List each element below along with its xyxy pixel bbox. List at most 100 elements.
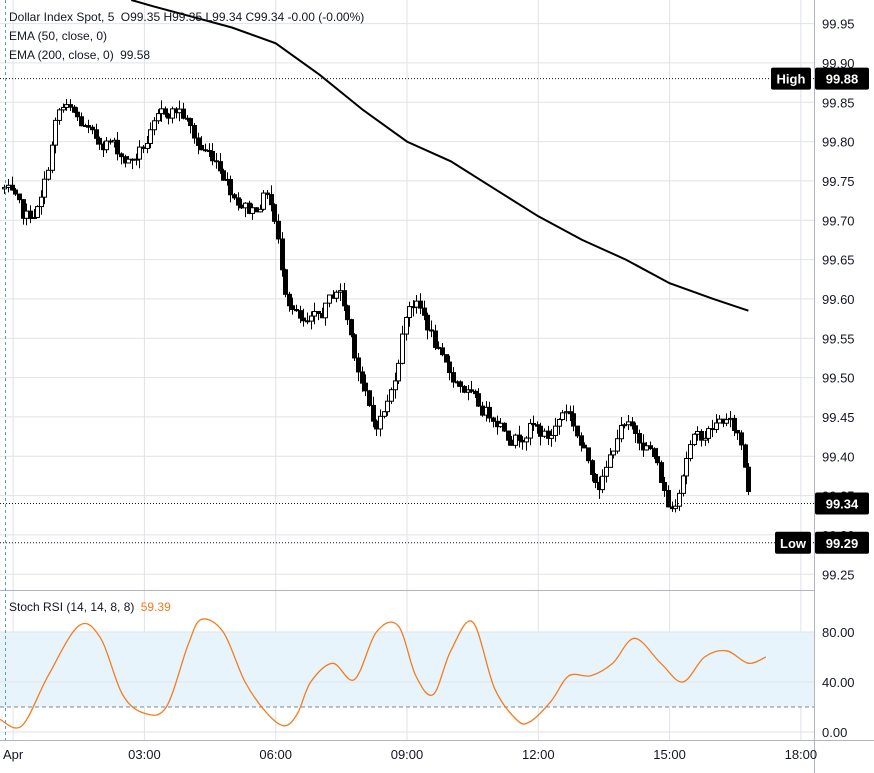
stoch-tick-label: 0.00	[822, 725, 847, 740]
price-tick-label: 99.45	[822, 410, 855, 425]
legend-ohlc: O99.35 H99.35 L99.34 C99.34 -0.00 (-0.00…	[120, 10, 365, 24]
candle-body	[221, 170, 226, 181]
candle-body	[21, 199, 26, 219]
candle-body	[425, 314, 430, 331]
candle-body	[644, 445, 649, 451]
candle-body	[239, 204, 244, 209]
candle-body	[531, 422, 536, 426]
candle-body	[86, 125, 91, 128]
candle-body	[622, 424, 627, 427]
candle-body	[528, 422, 533, 439]
candle-body	[148, 129, 153, 144]
candle-body	[236, 197, 241, 206]
candle-body	[746, 466, 751, 493]
candle-body	[371, 404, 376, 422]
candle-body	[94, 129, 99, 139]
legend-ema200-row: EMA (200, close, 0) 99.58	[9, 48, 150, 62]
candle-body	[692, 433, 697, 446]
candle-body	[181, 108, 186, 119]
candle-body	[50, 144, 55, 171]
candle-body	[619, 424, 624, 440]
candle-body	[141, 146, 146, 149]
candle-body	[177, 108, 182, 114]
stoch-tick-label: 80.00	[822, 625, 855, 640]
candle-body	[517, 434, 522, 441]
price-grid	[0, 0, 814, 740]
time-tick-label: 09:00	[391, 747, 424, 762]
candle-body	[414, 300, 419, 308]
legend-symbol-row: Dollar Index Spot, 5 O99.35 H99.35 L99.3…	[9, 10, 364, 24]
candle-body	[301, 317, 306, 322]
candle-body	[61, 106, 66, 111]
candle-body	[502, 422, 507, 432]
legend-stoch-value: 59.39	[140, 600, 171, 614]
candle-body	[166, 113, 171, 119]
candle-body	[363, 382, 368, 392]
candle-body	[506, 430, 511, 441]
price-tick-label: 99.55	[822, 331, 855, 346]
time-tick-label: 06:00	[259, 747, 292, 762]
candle-body	[637, 432, 642, 444]
candle-body	[232, 194, 237, 199]
candle-body	[400, 333, 405, 364]
candle-body	[575, 425, 580, 437]
candle-body	[75, 111, 80, 118]
candle-body	[130, 158, 135, 161]
candle-body	[283, 269, 288, 295]
candle-body	[152, 120, 157, 131]
candle-body	[254, 207, 259, 213]
candle-body	[633, 425, 638, 434]
candle-body	[196, 137, 201, 146]
last-value: 99.34	[826, 496, 859, 511]
candle-body	[626, 421, 631, 426]
candle-body	[735, 429, 740, 434]
candle-body	[743, 444, 748, 468]
candle-body	[666, 489, 671, 508]
candle-body	[673, 505, 678, 510]
candle-body	[469, 389, 474, 392]
candle-body	[28, 210, 33, 219]
candle-body	[272, 204, 277, 222]
candle-body	[145, 142, 150, 149]
time-tick-label: 03:00	[128, 747, 161, 762]
stoch-band	[0, 632, 814, 707]
candle-body	[491, 417, 496, 422]
legend-stoch-row: Stoch RSI (14, 14, 8, 8) 59.39	[9, 600, 171, 614]
candle-body	[695, 430, 700, 435]
candle-body	[677, 492, 682, 507]
candle-body	[732, 417, 737, 431]
candle-body	[294, 309, 299, 312]
high-value-bg	[815, 67, 869, 90]
legend-stoch: Stoch RSI (14, 14, 8, 8)	[9, 600, 135, 614]
candle-body	[560, 412, 565, 420]
candle-body	[342, 290, 347, 307]
time-tick-label: 15:00	[653, 747, 686, 762]
candle-body	[600, 475, 605, 491]
candle-body	[79, 116, 84, 127]
candle-body	[97, 137, 102, 145]
candle-body	[280, 238, 285, 271]
price-tick-label: 99.60	[822, 292, 855, 307]
price-tick-label: 99.75	[822, 174, 855, 189]
candle-body	[714, 422, 719, 430]
candle-body	[276, 220, 281, 240]
candle-body	[356, 357, 361, 373]
candle-body	[72, 106, 77, 113]
candle-body	[568, 411, 573, 415]
price-tick-label: 99.65	[822, 253, 855, 268]
low-value: 99.29	[826, 536, 859, 551]
candle-body	[458, 381, 463, 387]
candle-body	[404, 317, 409, 335]
price-tick-label: 99.95	[822, 17, 855, 32]
candle-body	[378, 415, 383, 430]
candle-body	[389, 389, 394, 402]
stoch-grid	[0, 631, 814, 733]
candle-body	[564, 411, 569, 414]
candle-body	[553, 425, 558, 436]
stoch-axis-ticks: 80.00 40.00 0.00	[822, 625, 855, 740]
candle-body	[126, 158, 131, 164]
time-tick-label: 18:00	[785, 747, 818, 762]
price-tick-label: 99.50	[822, 371, 855, 386]
legend-ema50-row: EMA (50, close, 0)	[9, 29, 107, 43]
